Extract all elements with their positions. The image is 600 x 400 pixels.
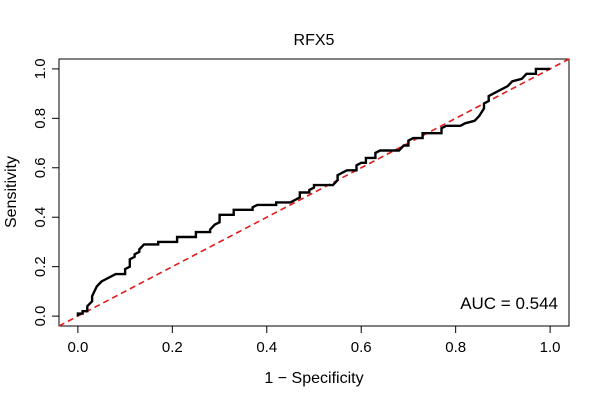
x-axis: 0.0 0.2 0.4 0.6 0.8 1.0 [67,325,561,356]
y-tick-label: 0.4 [32,207,49,228]
y-tick-label: 0.6 [32,157,49,178]
y-tick-label: 0.8 [32,108,49,129]
x-tick-label: 0.4 [256,339,277,356]
y-tick-label: 0.2 [32,256,49,277]
roc-curve-line [76,67,551,317]
x-tick-label: 0.2 [162,339,183,356]
y-axis-label: Sensitivity [3,156,20,228]
x-tick-label: 1.0 [540,339,561,356]
auc-annotation: AUC = 0.544 [460,294,558,313]
chart-title: RFX5 [294,32,335,49]
series-layer [58,58,570,327]
y-axis: 0.0 0.2 0.4 0.6 0.8 1.0 [32,58,60,327]
x-tick-label: 0.0 [67,339,88,356]
plot-frame [58,58,570,327]
x-axis-label: 1 − Specificity [264,370,363,387]
chance-diagonal-line [58,58,570,327]
x-tick-label: 0.6 [351,339,372,356]
y-tick-label: 1.0 [32,58,49,79]
y-tick-label: 0.0 [32,306,49,327]
x-tick-label: 0.8 [445,339,466,356]
